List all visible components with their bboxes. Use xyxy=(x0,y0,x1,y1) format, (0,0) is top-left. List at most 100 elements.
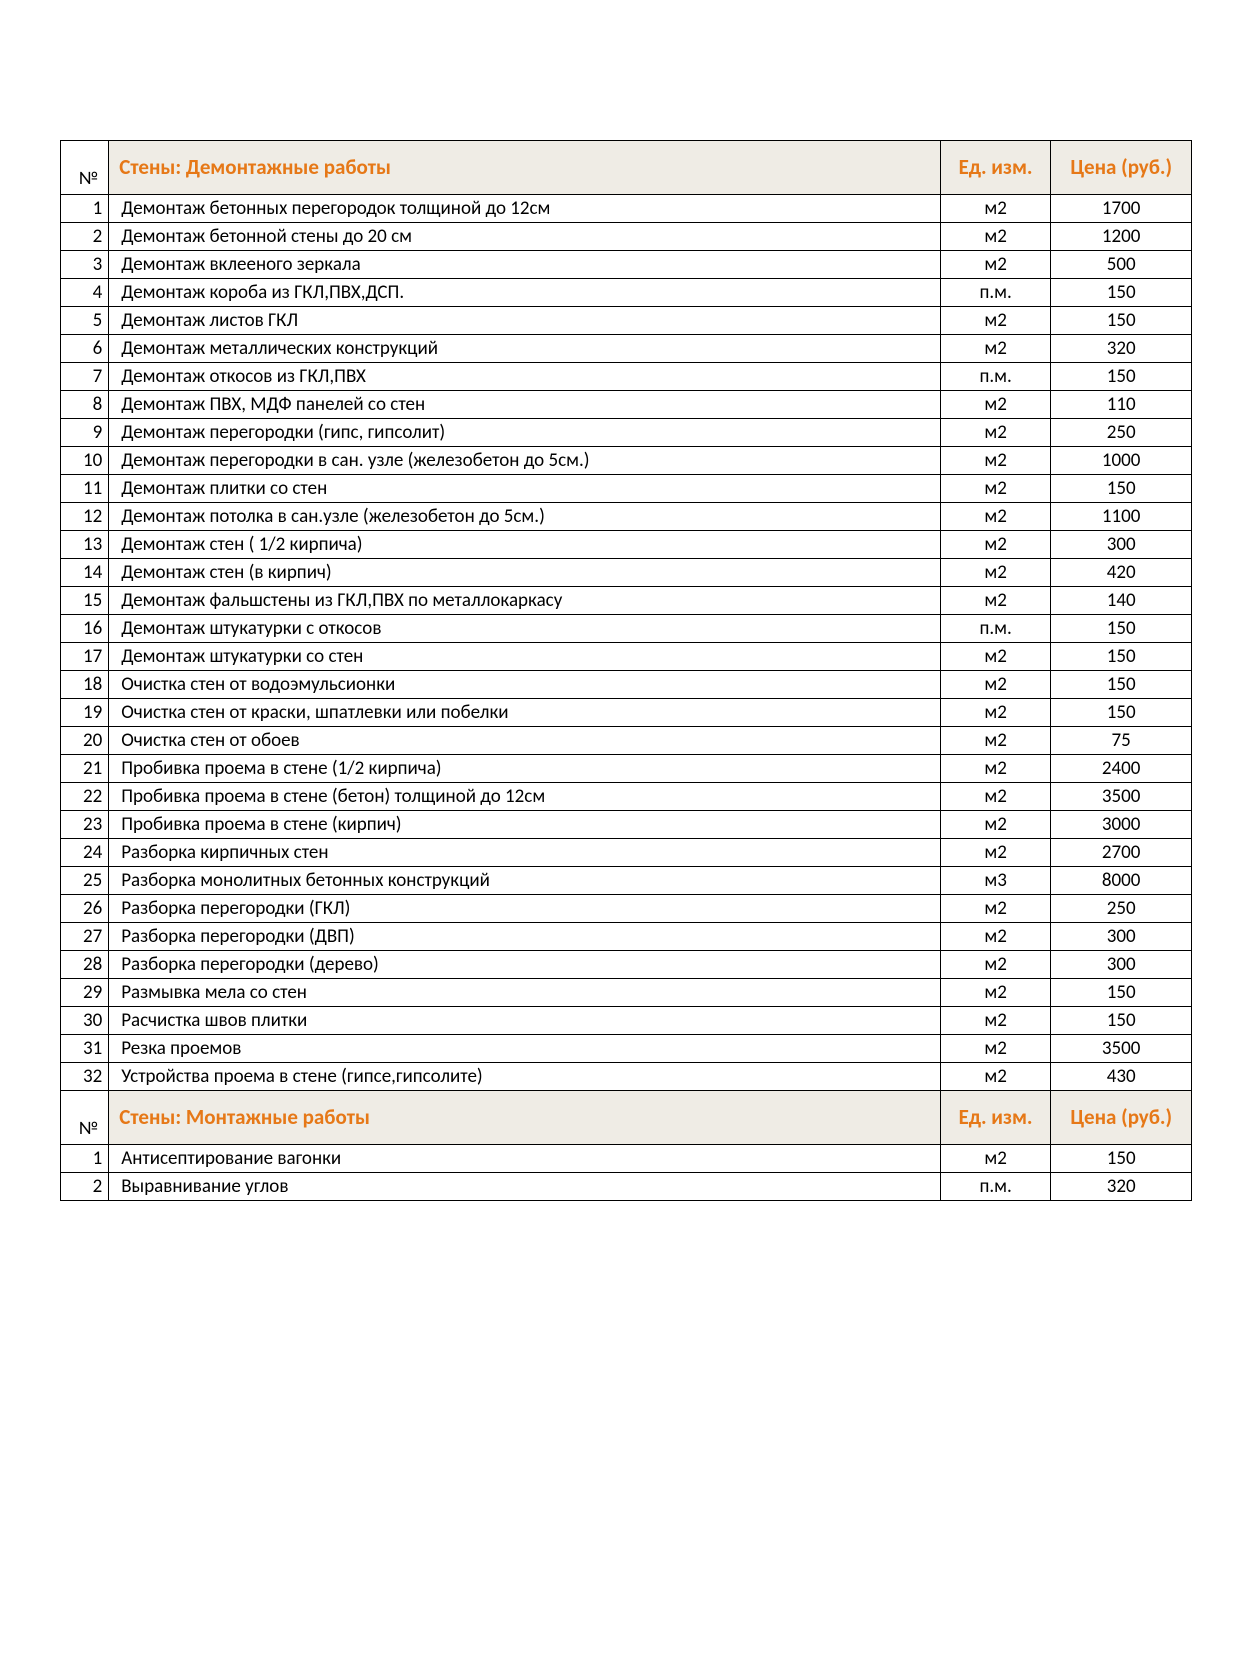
row-price: 320 xyxy=(1051,1173,1192,1201)
table-row: 28Разборка перегородки (дерево)м2300 xyxy=(61,951,1192,979)
row-unit: п.м. xyxy=(940,615,1050,643)
row-description: Разборка перегородки (дерево) xyxy=(109,951,941,979)
row-unit: м2 xyxy=(940,1145,1050,1173)
row-description: Антисептирование вагонки xyxy=(109,1145,941,1173)
row-description: Разборка перегородки (ДВП) xyxy=(109,923,941,951)
row-unit: м2 xyxy=(940,699,1050,727)
table-row: 19Очистка стен от краски, шпатлевки или … xyxy=(61,699,1192,727)
row-description: Размывка мела со стен xyxy=(109,979,941,1007)
table-row: 11Демонтаж плитки со стенм2150 xyxy=(61,475,1192,503)
row-number: 6 xyxy=(61,335,109,363)
row-description: Очистка стен от обоев xyxy=(109,727,941,755)
table-row: 22Пробивка проема в стене (бетон) толщин… xyxy=(61,783,1192,811)
row-number: 16 xyxy=(61,615,109,643)
section-header: №Стены: Монтажные работыЕд. изм.Цена (ру… xyxy=(61,1091,1192,1145)
row-price: 150 xyxy=(1051,307,1192,335)
row-price: 3000 xyxy=(1051,811,1192,839)
row-price: 430 xyxy=(1051,1063,1192,1091)
table-row: 13Демонтаж стен ( 1/2 кирпича)м2300 xyxy=(61,531,1192,559)
table-row: 7Демонтаж откосов из ГКЛ,ПВХп.м.150 xyxy=(61,363,1192,391)
row-price: 1700 xyxy=(1051,195,1192,223)
row-description: Демонтаж металлических конструкций xyxy=(109,335,941,363)
row-price: 300 xyxy=(1051,923,1192,951)
row-unit: м2 xyxy=(940,951,1050,979)
row-unit: м2 xyxy=(940,923,1050,951)
row-unit: п.м. xyxy=(940,279,1050,307)
row-price: 300 xyxy=(1051,531,1192,559)
row-price: 140 xyxy=(1051,587,1192,615)
row-description: Демонтаж ПВХ, МДФ панелей со стен xyxy=(109,391,941,419)
row-number: 18 xyxy=(61,671,109,699)
row-description: Резка проемов xyxy=(109,1035,941,1063)
table-row: 6Демонтаж металлических конструкцийм2320 xyxy=(61,335,1192,363)
row-price: 2400 xyxy=(1051,755,1192,783)
table-row: 26Разборка перегородки (ГКЛ)м2250 xyxy=(61,895,1192,923)
row-description: Демонтаж вклееного зеркала xyxy=(109,251,941,279)
row-number: 25 xyxy=(61,867,109,895)
row-description: Демонтаж стен ( 1/2 кирпича) xyxy=(109,531,941,559)
row-description: Разборка перегородки (ГКЛ) xyxy=(109,895,941,923)
row-description: Очистка стен от водоэмульсионки xyxy=(109,671,941,699)
row-description: Очистка стен от краски, шпатлевки или по… xyxy=(109,699,941,727)
row-number: 1 xyxy=(61,1145,109,1173)
row-price: 150 xyxy=(1051,979,1192,1007)
price-table: №Стены: Демонтажные работыЕд. изм.Цена (… xyxy=(60,140,1192,1201)
row-unit: м2 xyxy=(940,223,1050,251)
row-number: 13 xyxy=(61,531,109,559)
row-number: 2 xyxy=(61,223,109,251)
row-description: Пробивка проема в стене (бетон) толщиной… xyxy=(109,783,941,811)
table-row: 24Разборка кирпичных стенм22700 xyxy=(61,839,1192,867)
row-description: Демонтаж перегородки (гипс, гипсолит) xyxy=(109,419,941,447)
row-description: Демонтаж бетонных перегородок толщиной д… xyxy=(109,195,941,223)
row-price: 150 xyxy=(1051,699,1192,727)
row-number: 26 xyxy=(61,895,109,923)
row-number: 1 xyxy=(61,195,109,223)
row-price: 150 xyxy=(1051,615,1192,643)
section-header: №Стены: Демонтажные работыЕд. изм.Цена (… xyxy=(61,141,1192,195)
table-row: 1Демонтаж бетонных перегородок толщиной … xyxy=(61,195,1192,223)
row-number: 30 xyxy=(61,1007,109,1035)
table-row: 3Демонтаж вклееного зеркалам2500 xyxy=(61,251,1192,279)
price-table-page: №Стены: Демонтажные работыЕд. изм.Цена (… xyxy=(0,0,1252,1201)
table-row: 31Резка проемовм23500 xyxy=(61,1035,1192,1063)
row-number: 20 xyxy=(61,727,109,755)
row-number: 29 xyxy=(61,979,109,1007)
row-number: 32 xyxy=(61,1063,109,1091)
col-header-number: № xyxy=(61,1091,109,1145)
row-unit: м2 xyxy=(940,475,1050,503)
row-unit: м2 xyxy=(940,531,1050,559)
table-row: 8Демонтаж ПВХ, МДФ панелей со стенм2110 xyxy=(61,391,1192,419)
table-row: 10Демонтаж перегородки в сан. узле (желе… xyxy=(61,447,1192,475)
table-row: 2Выравнивание угловп.м.320 xyxy=(61,1173,1192,1201)
row-number: 2 xyxy=(61,1173,109,1201)
row-unit: м2 xyxy=(940,1063,1050,1091)
table-row: 30Расчистка швов плитким2150 xyxy=(61,1007,1192,1035)
row-unit: м2 xyxy=(940,895,1050,923)
row-unit: м2 xyxy=(940,419,1050,447)
row-number: 8 xyxy=(61,391,109,419)
table-row: 16Демонтаж штукатурки с откосовп.м.150 xyxy=(61,615,1192,643)
row-number: 14 xyxy=(61,559,109,587)
table-row: 12Демонтаж потолка в сан.узле (железобет… xyxy=(61,503,1192,531)
table-row: 2Демонтаж бетонной стены до 20 смм21200 xyxy=(61,223,1192,251)
table-row: 23Пробивка проема в стене (кирпич)м23000 xyxy=(61,811,1192,839)
row-description: Пробивка проема в стене (1/2 кирпича) xyxy=(109,755,941,783)
row-unit: м2 xyxy=(940,671,1050,699)
row-description: Демонтаж штукатурки со стен xyxy=(109,643,941,671)
row-unit: м2 xyxy=(940,503,1050,531)
row-price: 320 xyxy=(1051,335,1192,363)
row-price: 3500 xyxy=(1051,783,1192,811)
row-unit: м2 xyxy=(940,755,1050,783)
row-unit: п.м. xyxy=(940,363,1050,391)
row-description: Разборка кирпичных стен xyxy=(109,839,941,867)
row-number: 27 xyxy=(61,923,109,951)
row-unit: м2 xyxy=(940,587,1050,615)
row-number: 11 xyxy=(61,475,109,503)
col-header-price: Цена (руб.) xyxy=(1051,1091,1192,1145)
row-price: 250 xyxy=(1051,419,1192,447)
row-number: 21 xyxy=(61,755,109,783)
table-row: 14Демонтаж стен (в кирпич)м2420 xyxy=(61,559,1192,587)
row-unit: м2 xyxy=(940,783,1050,811)
table-row: 15Демонтаж фальшстены из ГКЛ,ПВХ по мета… xyxy=(61,587,1192,615)
table-row: 1Антисептирование вагонким2150 xyxy=(61,1145,1192,1173)
